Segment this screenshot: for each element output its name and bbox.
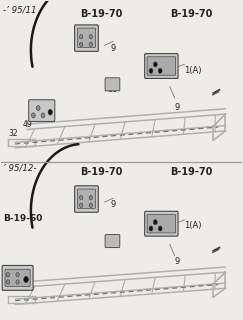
FancyBboxPatch shape (2, 266, 33, 290)
FancyBboxPatch shape (5, 269, 30, 286)
Text: 9: 9 (175, 257, 180, 266)
Text: B-19-70: B-19-70 (80, 9, 123, 19)
Circle shape (89, 42, 93, 47)
Text: 32: 32 (8, 129, 17, 138)
Circle shape (48, 109, 52, 115)
FancyBboxPatch shape (105, 78, 120, 91)
FancyBboxPatch shape (147, 57, 176, 75)
Text: B-19-70: B-19-70 (80, 167, 123, 177)
Circle shape (153, 62, 157, 67)
Circle shape (6, 272, 10, 277)
Text: 1(A): 1(A) (184, 66, 202, 75)
FancyBboxPatch shape (78, 28, 95, 48)
FancyBboxPatch shape (145, 211, 178, 236)
Circle shape (41, 113, 45, 118)
Circle shape (79, 35, 83, 39)
Text: -’ 95/11: -’ 95/11 (3, 5, 37, 14)
Circle shape (79, 203, 83, 207)
FancyBboxPatch shape (75, 186, 98, 212)
Circle shape (149, 226, 153, 231)
Circle shape (89, 203, 93, 207)
Circle shape (24, 276, 28, 283)
FancyBboxPatch shape (78, 189, 95, 208)
Circle shape (31, 113, 35, 118)
Text: 39: 39 (107, 241, 118, 250)
FancyBboxPatch shape (75, 25, 98, 51)
FancyBboxPatch shape (29, 100, 55, 122)
Text: 9: 9 (175, 103, 180, 112)
Circle shape (36, 106, 40, 111)
Circle shape (89, 35, 93, 39)
Circle shape (153, 220, 157, 225)
Text: B-19-70: B-19-70 (170, 9, 212, 19)
Text: 46: 46 (30, 112, 39, 121)
Text: 9: 9 (111, 44, 116, 53)
FancyBboxPatch shape (147, 214, 176, 233)
FancyBboxPatch shape (145, 53, 178, 78)
FancyBboxPatch shape (105, 235, 120, 248)
Circle shape (16, 280, 19, 284)
Text: 1(A): 1(A) (184, 220, 202, 229)
Text: 9: 9 (111, 200, 116, 209)
Circle shape (149, 68, 153, 73)
Text: 39: 39 (107, 85, 118, 94)
Text: 49: 49 (22, 120, 32, 129)
Text: B-19-70: B-19-70 (170, 167, 212, 177)
Circle shape (158, 68, 162, 73)
Circle shape (89, 196, 93, 200)
Circle shape (158, 226, 162, 231)
Circle shape (79, 196, 83, 200)
Text: ’ 95/12-: ’ 95/12- (3, 163, 37, 172)
Text: B-19-60: B-19-60 (3, 214, 43, 223)
Circle shape (79, 42, 83, 47)
Circle shape (16, 272, 19, 277)
Circle shape (6, 280, 10, 284)
